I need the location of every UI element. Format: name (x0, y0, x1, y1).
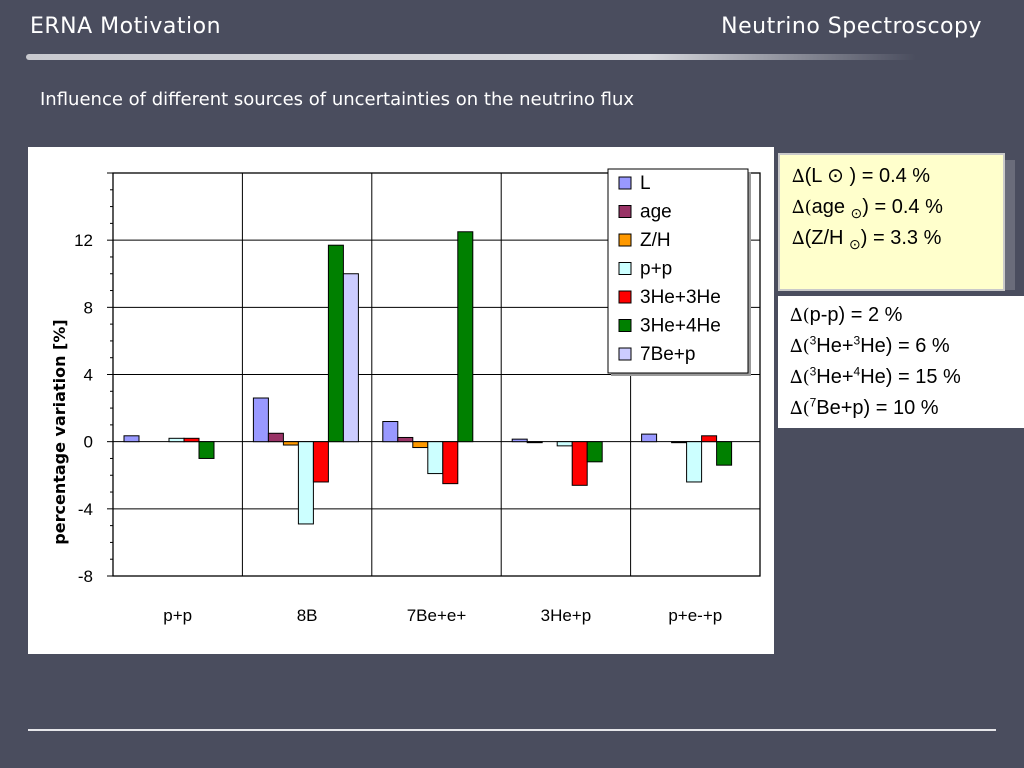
delta-symbol: ∆( (792, 197, 812, 218)
info-line-3he3he: ∆(3He+3He) = 6 % (790, 331, 1024, 362)
edge-shadow (1005, 160, 1015, 290)
info-line-7bep: ∆(7Be+p) = 10 % (790, 393, 1024, 424)
y-tick-label: 0 (84, 433, 93, 452)
y-tick-label: 12 (74, 231, 93, 250)
sun-symbol: ⊙ (850, 205, 863, 221)
superscript: 7 (809, 395, 817, 410)
bar (342, 273, 359, 443)
bar (297, 441, 314, 525)
info-box-reactions: ∆(p-p) = 2 % ∆(3He+3He) = 6 % ∆(3He+4He)… (778, 296, 1024, 428)
header-right-title: Neutrino Spectroscopy (721, 14, 982, 39)
y-tick-label: 8 (84, 298, 93, 317)
info-text: He) = 15 % (860, 366, 961, 388)
x-category-label: 3He+p (541, 606, 592, 625)
legend-swatch (618, 319, 632, 332)
info-text: ) = 3.3 % (860, 227, 942, 249)
x-category-label: p+p (163, 606, 192, 625)
bar (571, 441, 588, 486)
y-tick-label: -4 (78, 500, 93, 519)
bar (168, 437, 185, 443)
info-text: Be+p) = 10 % (816, 397, 939, 419)
legend-label: 7Be+p (640, 344, 695, 365)
info-line-metallicity: ∆(Z/H ⊙) = 3.3 % (792, 223, 1003, 254)
legend-label: 3He+4He (640, 316, 721, 337)
info-text: p-p) = 2 % (809, 304, 903, 326)
bar (123, 435, 140, 443)
slide-subtitle: Influence of different sources of uncert… (40, 89, 635, 110)
info-line-age: ∆(age ⊙) = 0.4 % (792, 192, 1003, 223)
info-text: He+ (816, 366, 854, 388)
legend-swatch (618, 290, 632, 304)
bar (252, 397, 269, 443)
info-line-3he4he: ∆(3He+4He) = 15 % (790, 362, 1024, 393)
footer-rule (28, 729, 996, 731)
info-text: (L ⊙ ) = 0.4 % (804, 165, 931, 187)
legend-swatch (618, 262, 632, 275)
header-left-title: ERNA Motivation (30, 14, 222, 39)
delta-symbol: ∆( (790, 367, 810, 388)
bar (511, 438, 528, 443)
bar (716, 441, 733, 466)
info-text: He) = 6 % (860, 335, 950, 357)
info-text: ) = 0.4 % (862, 196, 943, 218)
bar (427, 441, 444, 475)
bar (267, 432, 284, 443)
y-tick-label: 4 (84, 366, 93, 385)
superscript: 3 (853, 333, 861, 348)
y-tick-label: -8 (78, 567, 93, 586)
bar (526, 441, 543, 444)
delta-symbol: ∆( (790, 398, 810, 419)
delta-symbol: ∆( (790, 305, 810, 326)
delta-symbol: ∆ (792, 166, 805, 187)
legend-label: Z/H (640, 230, 671, 251)
x-category-label: p+e-+p (668, 606, 722, 625)
bar (586, 441, 603, 463)
bar (382, 421, 399, 443)
bar (457, 231, 474, 443)
bar (327, 244, 344, 443)
info-text: He+ (816, 335, 854, 357)
bar (641, 433, 658, 443)
bar (412, 441, 429, 449)
y-axis-label: percentage variation [%] (50, 319, 69, 544)
x-category-label: 8B (297, 606, 318, 625)
bar (442, 441, 459, 485)
info-box-solar: ∆(L ⊙ ) = 0.4 % ∆(age ⊙) = 0.4 % ∆(Z/H ⊙… (778, 153, 1005, 291)
info-text: (Z/H (804, 227, 850, 249)
bar (686, 441, 703, 483)
superscript: 4 (853, 364, 861, 379)
bar (556, 441, 573, 447)
legend-swatch (618, 176, 632, 190)
bar (701, 435, 718, 443)
legend-label: p+p (640, 259, 672, 280)
legend-swatch (618, 347, 632, 361)
delta-symbol: ∆ (792, 228, 805, 249)
chart-panel: -8 -4 0 4 8 12 p+p 8B 7Be+e+ 3He+p p+e-+p percenta… (28, 147, 774, 654)
superscript: 3 (809, 364, 817, 379)
bar (671, 441, 688, 444)
bar-chart: -8 -4 0 4 8 12 p+p 8B 7Be+e+ 3He+p p+e-+p percenta… (50, 168, 761, 625)
header-rule (26, 54, 916, 60)
bar (183, 437, 200, 443)
legend-label: age (640, 202, 672, 223)
info-line-pp: ∆(p-p) = 2 % (790, 300, 1024, 331)
legend-swatch (618, 233, 632, 247)
info-text: age (811, 196, 851, 218)
info-line-luminosity: ∆(L ⊙ ) = 0.4 % (792, 161, 1003, 192)
bar (198, 441, 215, 459)
axis-layer: -8 -4 0 4 8 12 p+p 8B 7Be+e+ 3He+p p+e-+p (74, 172, 761, 625)
legend-label: 3He+3He (640, 287, 721, 308)
legend-label: L (640, 173, 651, 194)
bar (282, 441, 299, 446)
bars-layer (123, 231, 733, 525)
delta-symbol: ∆( (790, 336, 810, 357)
bar (397, 436, 414, 443)
sun-symbol: ⊙ (849, 236, 861, 252)
bar (312, 441, 329, 483)
x-category-label: 7Be+e+ (407, 606, 467, 625)
superscript: 3 (809, 333, 817, 348)
legend-swatch (618, 205, 632, 218)
